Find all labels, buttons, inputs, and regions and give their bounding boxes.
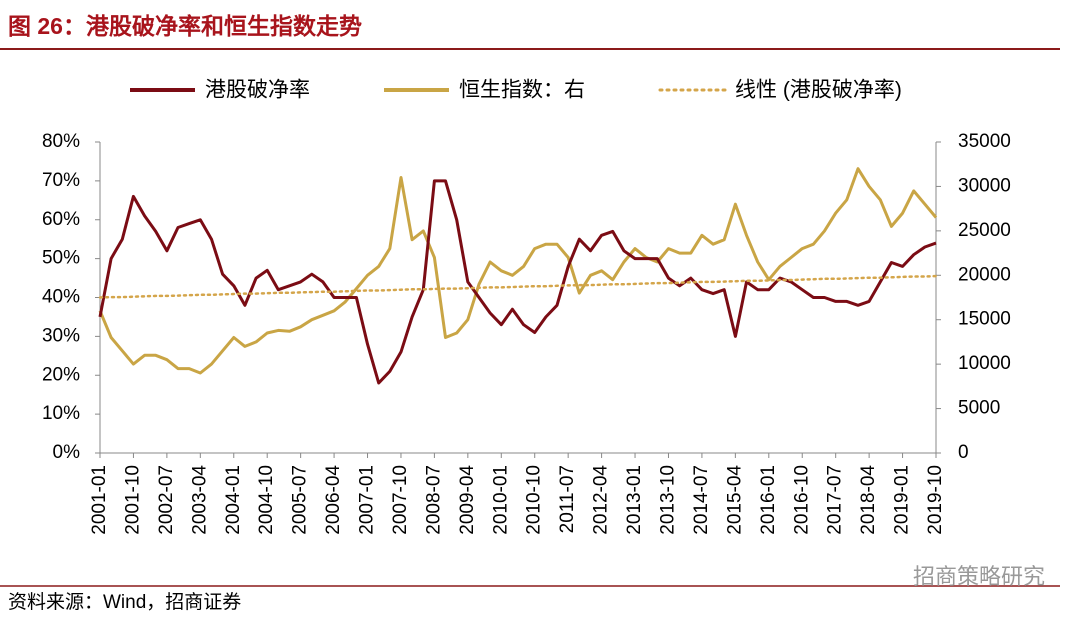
x-tick-label: 2004-10 (256, 465, 277, 535)
chart-title: 图 26：港股破净率和恒生指数走势 (8, 13, 362, 39)
x-tick-label: 2003-04 (189, 465, 210, 535)
y-tick-label: 10% (42, 403, 80, 424)
y-tick-label: 20% (42, 364, 80, 385)
x-tick-label: 2001-01 (89, 465, 110, 535)
x-tick-label: 2016-10 (791, 465, 812, 535)
x-tick-label: 2013-01 (624, 465, 645, 535)
source: 资料来源：Wind，招商证券 (8, 591, 241, 613)
y-tick-label: 40% (42, 287, 80, 308)
x-tick-label: 2002-07 (156, 465, 177, 535)
x-tick-label: 2019-10 (925, 465, 946, 535)
legend-label: 恒生指数：右 (459, 79, 585, 102)
x-tick-label: 2014-07 (691, 465, 712, 535)
y-tick-label: 60% (42, 209, 80, 230)
x-tick-label: 2007-01 (357, 465, 378, 535)
y2-tick-label: 0 (958, 442, 969, 463)
y-tick-label: 50% (42, 248, 80, 269)
x-tick-label: 2004-01 (223, 465, 244, 535)
y-tick-label: 0% (53, 442, 81, 463)
series-line (98, 167, 938, 375)
x-tick-label: 2019-01 (892, 465, 913, 535)
x-tick-label: 2007-10 (390, 465, 411, 535)
x-tick-label: 2017-07 (825, 465, 846, 535)
y2-tick-label: 20000 (958, 264, 1011, 285)
y2-tick-label: 15000 (958, 309, 1011, 330)
x-tick-label: 2015-04 (724, 465, 745, 535)
legend-label: 港股破净率 (205, 79, 310, 102)
y2-tick-label: 25000 (958, 220, 1011, 241)
legend-label: 线性 (港股破净率) (735, 79, 902, 102)
y2-tick-label: 30000 (958, 175, 1011, 196)
x-tick-label: 2016-01 (758, 465, 779, 535)
x-tick-label: 2010-10 (524, 465, 545, 535)
y-tick-label: 80% (42, 131, 80, 152)
series-line (98, 179, 937, 385)
watermark: 招商策略研究 (913, 564, 1045, 589)
x-tick-label: 2009-04 (457, 465, 478, 535)
x-tick-label: 2008-07 (423, 465, 444, 535)
series-line (98, 274, 938, 299)
x-tick-label: 2018-04 (858, 465, 879, 535)
y2-tick-label: 10000 (958, 353, 1011, 374)
y-tick-label: 70% (42, 170, 80, 191)
x-tick-label: 2012-04 (591, 465, 612, 535)
x-tick-label: 2001-10 (122, 465, 143, 535)
y-tick-label: 30% (42, 325, 80, 346)
x-tick-label: 2011-07 (557, 465, 578, 533)
x-tick-label: 2013-10 (657, 465, 678, 535)
x-tick-label: 2006-04 (323, 465, 344, 535)
y2-tick-label: 5000 (958, 398, 1000, 419)
y2-tick-label: 35000 (958, 131, 1011, 152)
x-tick-label: 2005-07 (290, 465, 311, 535)
x-tick-label: 2010-01 (490, 465, 511, 535)
